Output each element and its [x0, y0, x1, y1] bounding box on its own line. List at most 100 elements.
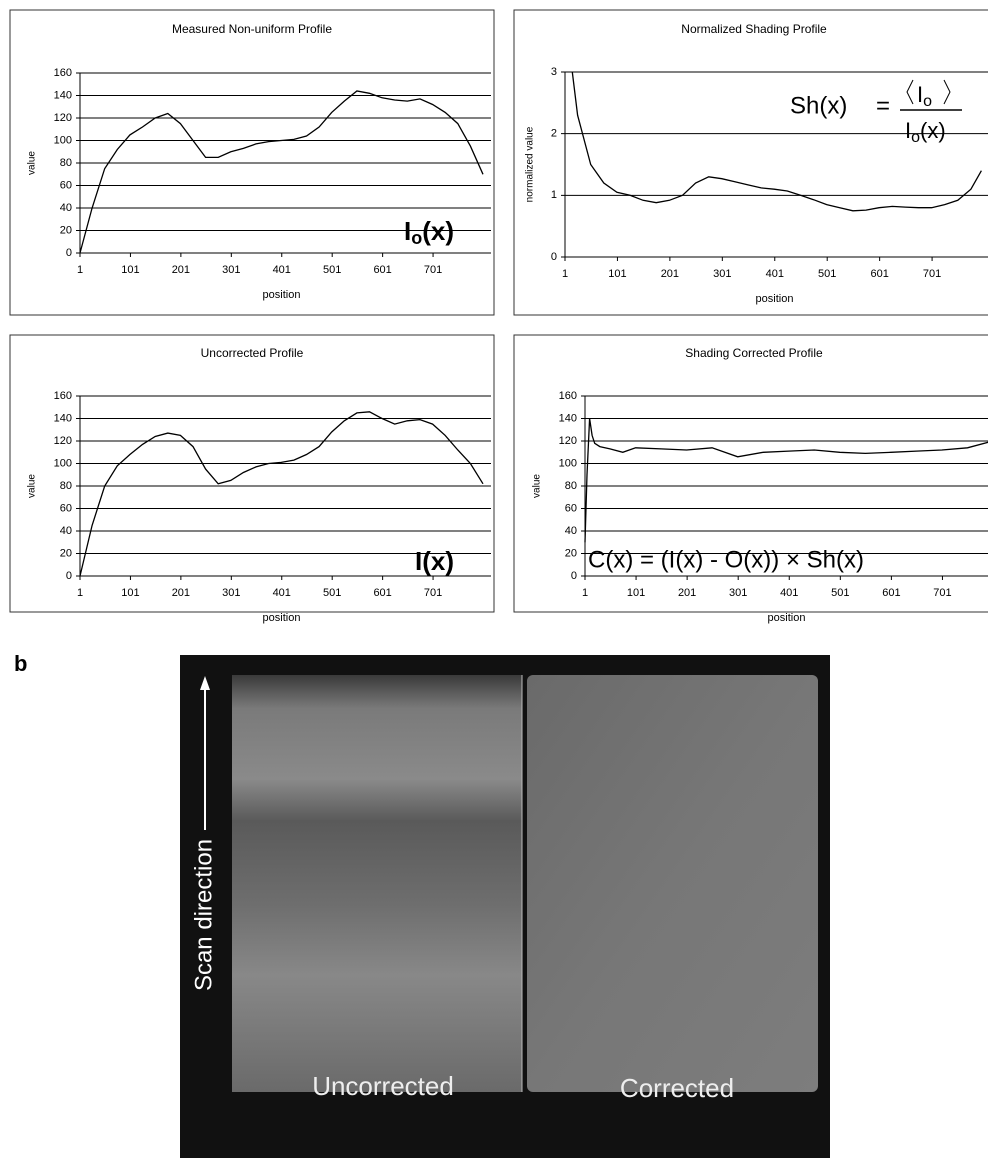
x-tick-label: 401 [273, 264, 291, 276]
x-axis-label: position [263, 289, 301, 301]
x-tick-label: 101 [121, 587, 139, 599]
image-label: Corrected [620, 1073, 734, 1103]
x-tick-label: 1 [77, 587, 83, 599]
y-axis-label: value [532, 474, 543, 498]
chart-title: Normalized Shading Profile [681, 22, 827, 36]
x-axis-label: position [756, 293, 794, 305]
x-axis-label: position [263, 612, 301, 624]
y-axis-label: value [27, 151, 38, 175]
annotation: C(x) = (I(x) - O(x)) × Sh(x) [588, 546, 864, 573]
x-tick-label: 1 [582, 587, 588, 599]
annotation-part: o [411, 228, 422, 248]
x-tick-label: 301 [729, 587, 747, 599]
x-tick-label: 401 [780, 587, 798, 599]
annotation: Io [917, 82, 932, 110]
y-tick-label: 3 [551, 66, 557, 78]
bracket [906, 79, 951, 105]
y-tick-label: 0 [66, 247, 72, 259]
arrow-label: Scan direction [190, 839, 217, 991]
x-tick-label: 701 [424, 587, 442, 599]
y-tick-label: 1 [551, 189, 557, 201]
uncorrected-image [232, 675, 522, 1092]
y-tick-label: 60 [565, 502, 577, 514]
chart-frame [9, 334, 495, 613]
x-tick-label: 201 [172, 587, 190, 599]
y-tick-label: 100 [559, 457, 577, 469]
panel-label: b [14, 651, 27, 676]
y-tick-label: 80 [565, 480, 577, 492]
y-tick-label: 40 [565, 525, 577, 537]
y-tick-label: 160 [54, 67, 72, 79]
y-tick-label: 100 [54, 457, 72, 469]
y-tick-label: 140 [559, 412, 577, 424]
chart: Shading Corrected Profile position value 0 2… [513, 334, 988, 624]
x-tick-label: 1 [562, 268, 568, 280]
data-line [79, 411, 484, 577]
y-tick-label: 80 [60, 157, 72, 169]
annotation-part: (x) [920, 118, 946, 143]
y-tick-label: 80 [60, 480, 72, 492]
y-tick-label: 20 [565, 547, 577, 559]
annotation-part: (x) [422, 216, 454, 246]
y-tick-label: 0 [66, 570, 72, 582]
x-tick-label: 601 [373, 587, 391, 599]
data-line [571, 71, 982, 212]
y-tick-label: 2 [551, 128, 557, 140]
chart-title: Measured Non-uniform Profile [172, 22, 332, 36]
x-tick-label: 301 [222, 587, 240, 599]
y-tick-label: 0 [551, 251, 557, 263]
y-tick-label: 120 [54, 435, 72, 447]
annotation: Sh(x) [790, 92, 847, 119]
y-tick-label: 140 [54, 89, 72, 101]
x-tick-label: 1 [77, 264, 83, 276]
y-tick-label: 160 [559, 390, 577, 402]
x-axis-label: position [768, 612, 806, 624]
y-tick-label: 20 [60, 224, 72, 236]
chart-frame [513, 334, 988, 613]
x-tick-label: 101 [121, 264, 139, 276]
y-axis-label: normalized value [525, 126, 536, 202]
x-tick-label: 101 [627, 587, 645, 599]
y-tick-label: 40 [60, 202, 72, 214]
y-tick-label: 120 [559, 435, 577, 447]
annotation-part: o [923, 93, 932, 110]
x-tick-label: 501 [323, 264, 341, 276]
x-tick-label: 201 [661, 268, 679, 280]
x-tick-label: 201 [678, 587, 696, 599]
annotation-part: o [911, 129, 920, 146]
x-tick-label: 701 [424, 264, 442, 276]
annotation: Io(x) [905, 118, 946, 146]
y-tick-label: 0 [571, 570, 577, 582]
y-tick-label: 60 [60, 179, 72, 191]
y-tick-label: 140 [54, 412, 72, 424]
x-tick-label: 401 [766, 268, 784, 280]
x-tick-label: 101 [608, 268, 626, 280]
image-label: Uncorrected [312, 1071, 454, 1101]
y-axis-label: value [27, 474, 38, 498]
chart: Uncorrected Profile position value 0 20 40 60 8… [9, 334, 495, 624]
x-tick-label: 601 [882, 587, 900, 599]
corrected-image [527, 675, 818, 1092]
x-tick-label: 501 [831, 587, 849, 599]
annotation: I(x) [415, 546, 454, 576]
annotation-part: I [917, 82, 923, 107]
x-tick-label: 201 [172, 264, 190, 276]
annotation: Io(x) [404, 216, 454, 248]
y-tick-label: 20 [60, 547, 72, 559]
x-tick-label: 301 [222, 264, 240, 276]
chart-title: Uncorrected Profile [201, 346, 304, 360]
annotation-part: I [404, 216, 411, 246]
y-tick-label: 100 [54, 134, 72, 146]
chart-title: Shading Corrected Profile [685, 346, 823, 360]
chart: Normalized Shading Profile position normal… [513, 9, 988, 316]
data-line [79, 90, 484, 254]
x-tick-label: 401 [273, 587, 291, 599]
scan-image: Uncorrected Corrected Scan direction [180, 655, 830, 1158]
x-tick-label: 701 [933, 587, 951, 599]
y-tick-label: 120 [54, 112, 72, 124]
data-line [584, 418, 988, 543]
x-tick-label: 501 [818, 268, 836, 280]
arrow-head [200, 676, 210, 690]
chart: Measured Non-uniform Profile position valu… [9, 9, 495, 316]
